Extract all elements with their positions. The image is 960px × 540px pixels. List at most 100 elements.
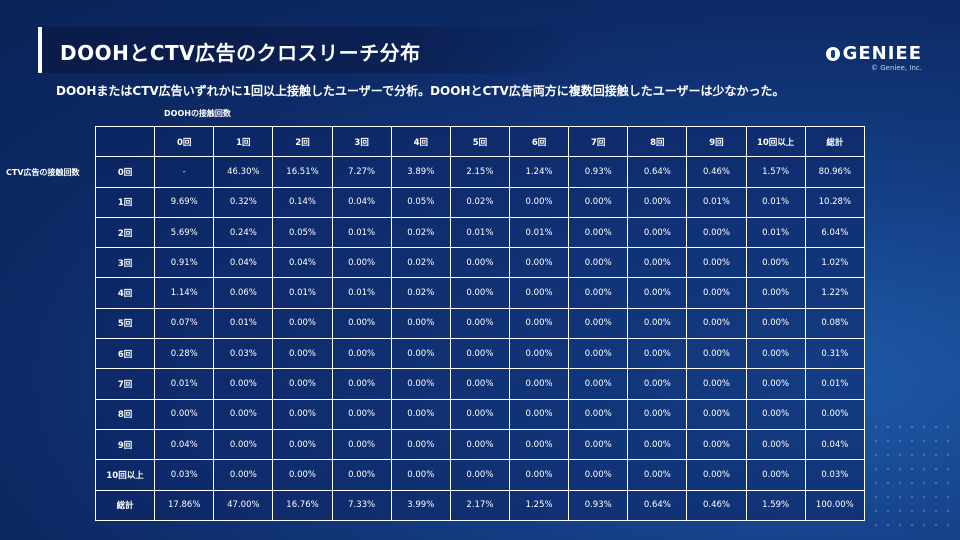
table-header-cell: 2回: [272, 125, 333, 158]
table-cell: 0.03%: [154, 459, 215, 491]
table-cell: 0.00%: [390, 307, 451, 340]
table-cell: 0.04%: [213, 247, 274, 279]
table-cell: 0.00%: [745, 428, 806, 461]
table-cell: 0.00%: [508, 368, 570, 400]
table-cell: 0.00%: [449, 247, 510, 279]
table-cell: 0.03%: [213, 338, 274, 370]
table-cell: 5.69%: [154, 216, 215, 249]
table-cell: 0.00%: [508, 398, 570, 430]
table-cell: 0.00%: [745, 398, 806, 430]
table-cell: 0.00%: [804, 398, 866, 430]
table-row: 0回 -46.30% 16.51% 7.27% 3.89% 2.15% 1.24% 0.93%…: [94, 156, 866, 188]
axis-left-label: CTV広告の接触回数: [6, 168, 80, 177]
table-header-cell: 4回: [390, 125, 451, 158]
table-cell: 100.00%: [804, 489, 866, 521]
copyright: © Geniee, Inc.: [871, 64, 922, 72]
table-cell: 0.00%: [449, 368, 510, 400]
table-cell: 0.00%: [213, 368, 274, 400]
table-header-cell: [94, 125, 156, 158]
table-cell: 0.00%: [508, 186, 570, 218]
table-row: 2回 5.69% 0.24% 0.05% 0.01% 0.02% 0.01% 0.01% 0.0…: [94, 216, 866, 249]
decorative-dots: [870, 420, 950, 530]
table-cell: 0.46%: [686, 489, 747, 521]
table-cell: 0.00%: [213, 428, 274, 461]
table-cell: 0.01%: [804, 368, 866, 400]
table-cell: 1.24%: [508, 156, 570, 188]
table-cell: 0.00%: [745, 459, 806, 491]
table-cell: 0.00%: [627, 186, 688, 218]
table-cell: 0.00%: [508, 338, 570, 370]
table-cell: 0.00%: [331, 398, 392, 430]
table-cell: 0.00%: [272, 428, 333, 461]
table-cell: 0.00%: [686, 398, 747, 430]
table-cell: 0.01%: [213, 307, 274, 340]
row-label-cell: 0回: [94, 156, 156, 188]
table-cell: 0.00%: [331, 338, 392, 370]
table-cell: 16.51%: [272, 156, 333, 188]
table-cell: 0.01%: [154, 368, 215, 400]
table-cell: 0.02%: [449, 186, 510, 218]
table-header-cell: 7回: [568, 125, 629, 158]
table-header-cell: 0回: [154, 125, 215, 158]
table-cell: 1.57%: [745, 156, 806, 188]
table-cell: 0.00%: [508, 428, 570, 461]
table-header-row: 0回 1回 2回 3回 4回 5回 6回 7回 8回 9回 10回以上 総計: [94, 125, 866, 158]
logo-icon: [825, 46, 840, 61]
table-cell: 0.00%: [272, 368, 333, 400]
table-cell: 0.00%: [627, 428, 688, 461]
table-cell: -: [154, 156, 215, 188]
table-cell: 0.00%: [390, 459, 451, 491]
table-cell: 0.00%: [627, 216, 688, 249]
table-cell: 0.00%: [568, 216, 629, 249]
table-cell: 0.00%: [331, 247, 392, 279]
table-cell: 1.25%: [508, 489, 570, 521]
table-row: 4回 1.14% 0.06% 0.01% 0.01% 0.02% 0.00% 0.00% 0.0…: [94, 277, 866, 309]
table-cell: 0.00%: [331, 307, 392, 340]
table-cell: 0.00%: [686, 338, 747, 370]
table-cell: 0.00%: [627, 247, 688, 279]
table-cell: 0.00%: [331, 368, 392, 400]
table-cell: 0.00%: [686, 459, 747, 491]
table-cell: 0.00%: [390, 428, 451, 461]
row-label-cell: 3回: [94, 247, 156, 279]
table-cell: 0.00%: [213, 459, 274, 491]
table-cell: 0.91%: [154, 247, 215, 279]
table-cell: 0.00%: [154, 398, 215, 430]
row-label-cell: 9回: [94, 428, 156, 461]
table-cell: 0.31%: [804, 338, 866, 370]
table-cell: 80.96%: [804, 156, 866, 188]
table-cell: 0.00%: [331, 428, 392, 461]
table-cell: 0.00%: [745, 338, 806, 370]
table-header-cell: 6回: [508, 125, 570, 158]
table-cell: 0.00%: [449, 338, 510, 370]
row-label-cell: 7回: [94, 368, 156, 400]
table-cell: 7.33%: [331, 489, 392, 521]
axis-top-label: DOOHの接触回数: [164, 109, 231, 118]
table-cell: 0.00%: [627, 459, 688, 491]
table-cell: 3.89%: [390, 156, 451, 188]
table-cell: 0.01%: [449, 216, 510, 249]
table-cell: 0.00%: [390, 398, 451, 430]
table-cell: 0.00%: [568, 277, 629, 309]
table-cell: 0.02%: [390, 247, 451, 279]
table-cell: 7.27%: [331, 156, 392, 188]
table-cell: 47.00%: [213, 489, 274, 521]
table-cell: 0.00%: [686, 428, 747, 461]
row-label-cell: 2回: [94, 216, 156, 249]
table-cell: 0.00%: [568, 459, 629, 491]
table-cell: 0.01%: [331, 216, 392, 249]
table-cell: 0.00%: [745, 307, 806, 340]
title-bar: DOOHとCTV広告のクロスリーチ分布: [38, 27, 584, 73]
table-cell: 17.86%: [154, 489, 215, 521]
table-cell: 0.00%: [568, 368, 629, 400]
subtitle: DOOHまたはCTV広告いずれかに1回以上接触したユーザーで分析。DOOHとCT…: [56, 84, 785, 98]
row-label-cell: 6回: [94, 338, 156, 370]
table-cell: 0.00%: [745, 368, 806, 400]
table-cell: 0.00%: [686, 247, 747, 279]
table-cell: 0.02%: [390, 216, 451, 249]
table-cell: 6.04%: [804, 216, 866, 249]
table-cell: 10.28%: [804, 186, 866, 218]
table-cell: 0.00%: [449, 459, 510, 491]
table-cell: 0.00%: [272, 338, 333, 370]
table-cell: 0.05%: [272, 216, 333, 249]
